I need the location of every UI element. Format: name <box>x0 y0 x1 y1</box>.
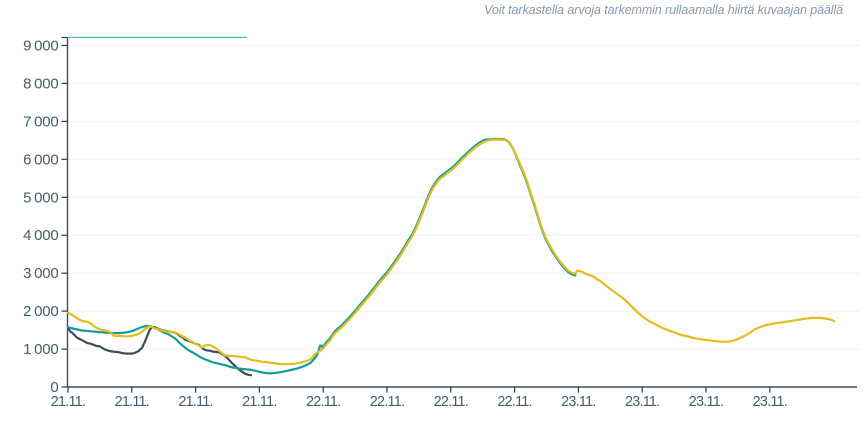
svg-text:21.11.: 21.11. <box>51 394 85 410</box>
svg-text:8 000: 8 000 <box>23 75 58 92</box>
svg-text:21.11.: 21.11. <box>115 394 149 410</box>
svg-text:4 000: 4 000 <box>23 227 58 244</box>
svg-text:23.11.: 23.11. <box>689 394 723 410</box>
svg-text:22.11.: 22.11. <box>497 394 531 410</box>
svg-text:9 000: 9 000 <box>23 38 58 55</box>
svg-text:22.11.: 22.11. <box>434 394 468 410</box>
svg-text:22.11.: 22.11. <box>306 394 340 410</box>
svg-text:5 000: 5 000 <box>23 189 58 206</box>
svg-text:23.11.: 23.11. <box>625 394 659 410</box>
svg-text:22.11.: 22.11. <box>370 394 404 410</box>
svg-text:7 000: 7 000 <box>23 113 58 130</box>
svg-text:1 000: 1 000 <box>23 341 58 358</box>
svg-text:0: 0 <box>50 379 58 396</box>
svg-text:21.11.: 21.11. <box>178 394 212 410</box>
svg-text:6 000: 6 000 <box>23 151 58 168</box>
svg-text:2 000: 2 000 <box>23 303 58 320</box>
svg-text:3 000: 3 000 <box>23 265 58 282</box>
svg-text:21.11.: 21.11. <box>242 394 276 410</box>
svg-text:23.11.: 23.11. <box>561 394 595 410</box>
svg-text:23.11.: 23.11. <box>753 394 787 410</box>
